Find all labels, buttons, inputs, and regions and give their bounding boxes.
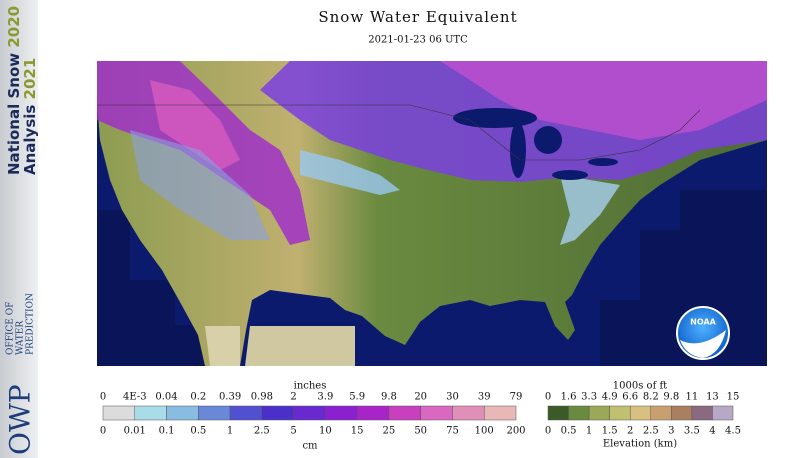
legend-label: 4.5 [725,426,741,437]
agency-abbr: OWP [4,384,37,455]
sidebar-text: Analysis 2021 [21,58,39,175]
legend-label: 0 [100,426,106,437]
legend-swatch [452,405,485,421]
legend-label: 79 [510,392,523,403]
legend-label: 15 [727,392,740,403]
snow-bottom-unit: cm [302,441,318,452]
subtitle: 2021-01-23 06 UTC [368,35,468,46]
legend-swatch [609,405,631,421]
legend-label: 2 [290,392,296,403]
legend-swatch [547,405,569,421]
legend-swatch [261,405,294,421]
legend-swatch [483,405,517,421]
legend-label: 25 [383,426,396,437]
legend-label: 1.6 [561,392,577,403]
elev-bottom-unit: Elevation (km) [603,439,677,450]
legend-label: 3 [668,426,674,437]
elev-top-unit: 1000s of ft [613,381,667,392]
legend-swatch [691,405,713,421]
legends: 0 4E-3 0.04 0.2 0.39 0.98 2 3.9 5.9 9.8 20 30 39 790 0… [100,392,741,437]
legend-label: 15 [351,426,364,437]
legend-label: 6.6 [622,392,638,403]
agency-name: OFFICE OF WATER PREDICTION [6,293,36,355]
legend-label: 0.1 [159,426,175,437]
legend-label: 2.5 [254,426,270,437]
legend-label: 0.2 [190,392,206,403]
legend-label: 0 [545,426,551,437]
legend-swatch [568,405,590,421]
legend-swatch [134,405,167,421]
legend-label: 50 [414,426,427,437]
legend-label: 0.98 [251,392,273,403]
legend-label: 10 [319,426,332,437]
legend-label: 1.5 [602,426,618,437]
legend-label: 9.8 [663,392,679,403]
legend-label: 9.8 [381,392,397,403]
legend-label: 20 [414,392,427,403]
snow-top-unit: inches [294,381,327,392]
legend-label: 30 [446,392,459,403]
agency-line: WATER [16,321,26,355]
legend-swatch [650,405,672,421]
legend-label: 11 [686,392,699,403]
legend-label: 2 [627,426,633,437]
legend-label: 4 [709,426,715,437]
legend-label: 0 [100,392,106,403]
legend-label: 5.9 [349,392,365,403]
legend-label: 3.3 [581,392,597,403]
legend-label: 3.9 [317,392,333,403]
sidebar-text: National Snow 2020 [5,6,23,175]
legend-label: 2.5 [643,426,659,437]
map: NOAA [97,61,767,366]
legend-label: 3.5 [684,426,700,437]
legend-swatch [198,405,231,421]
legend-swatch [166,405,199,421]
logo-text: NOAA [690,318,716,327]
legend-swatch [712,405,734,421]
legend-swatch [229,405,263,421]
legend-swatch [356,405,390,421]
legend-label: 4.9 [602,392,618,403]
legend-swatch [102,405,136,421]
legend-swatch [293,405,326,421]
legend-label: 39 [478,392,491,403]
legend-swatch [671,405,693,421]
legend-label: 100 [475,426,494,437]
legend-label: 5 [290,426,296,437]
agency-line: PREDICTION [26,293,36,355]
legend-label: 13 [706,392,719,403]
title: Snow Water Equivalent [318,8,517,26]
legend-swatch [325,405,358,421]
legend-label: 0.39 [219,392,241,403]
legend-swatch [420,405,453,421]
legend-swatch [388,405,421,421]
legend-label: 0.04 [155,392,177,403]
legend-label: 0.5 [190,426,206,437]
legend-label: 1 [227,426,233,437]
legend-label: 4E-3 [123,392,147,403]
legend-label: 8.2 [643,392,659,403]
legend-label: 200 [506,426,525,437]
sidebar [0,0,38,458]
legend-label: 0 [545,392,551,403]
legend-label: 1 [586,426,592,437]
legend-swatch [629,405,652,421]
legend-swatch [588,405,610,421]
legend-label: 75 [446,426,459,437]
agency-line: OFFICE OF [6,302,16,355]
legend-label: 0.5 [561,426,577,437]
legend-label: 0.01 [124,426,146,437]
